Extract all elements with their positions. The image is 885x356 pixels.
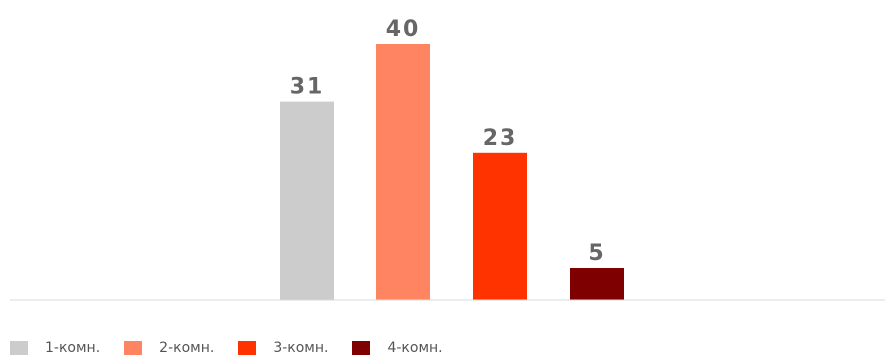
legend-item-1: 1-комн. — [10, 340, 100, 356]
data-label-2: 40 — [386, 17, 421, 42]
legend-label: 3-комн. — [273, 340, 329, 356]
legend-item-2: 2-комн. — [124, 340, 214, 356]
legend-item-3: 3-комн. — [238, 340, 328, 356]
legend-swatch — [352, 341, 371, 355]
data-labels-group: 31 40 23 5 — [290, 17, 605, 266]
legend-item-4: 4-комн. — [352, 340, 443, 356]
data-label-4: 5 — [588, 241, 605, 266]
legend-label: 1-комн. — [45, 340, 101, 356]
legend-label: 4-комн. — [387, 340, 443, 356]
bar-4 — [570, 268, 624, 300]
bar-2 — [376, 44, 430, 300]
legend-swatch — [238, 341, 257, 355]
legend-label: 2-комн. — [159, 340, 215, 356]
legend-swatch — [10, 341, 28, 355]
bar-3 — [473, 152, 527, 300]
legend-swatch — [124, 341, 143, 355]
legend: 1-комн. 2-комн. 3-комн. 4-комн. — [10, 340, 467, 356]
data-label-3: 23 — [483, 126, 518, 151]
data-label-1: 31 — [290, 75, 325, 100]
bars-group — [280, 44, 624, 300]
bar-1 — [280, 101, 334, 300]
